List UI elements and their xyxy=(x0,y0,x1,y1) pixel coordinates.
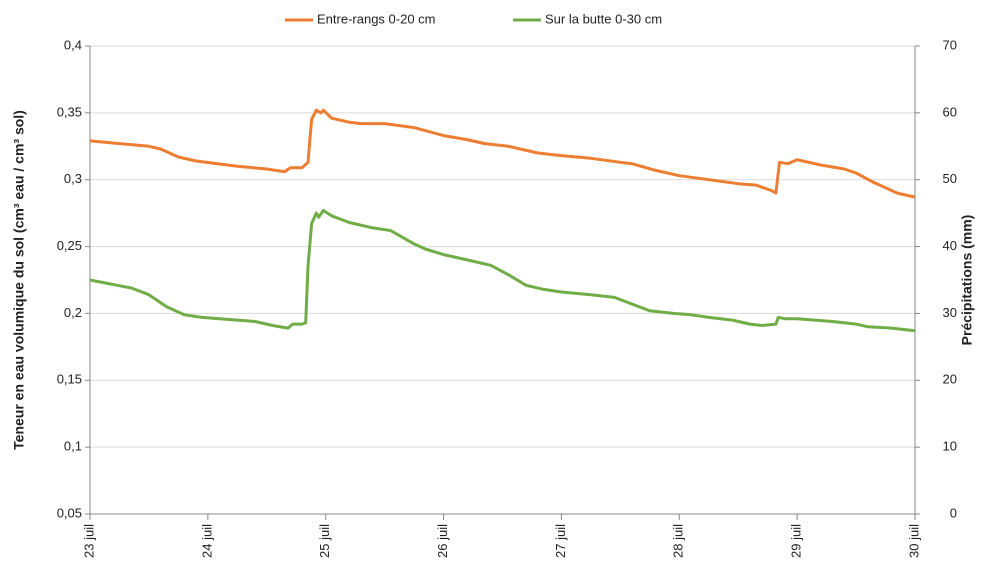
legend-label: Sur la butte 0-30 cm xyxy=(545,11,662,26)
y2-tick-label: 70 xyxy=(943,37,957,52)
y-tick-label: 0,3 xyxy=(64,171,82,186)
y2-tick-label: 20 xyxy=(943,372,957,387)
y2-tick-label: 50 xyxy=(943,171,957,186)
y2-axis-title: Précipitations (mm) xyxy=(959,215,975,346)
y2-tick-label: 60 xyxy=(943,104,957,119)
y-tick-label: 0,15 xyxy=(57,372,82,387)
series-line xyxy=(89,108,916,199)
y2-tick-label: 30 xyxy=(943,305,957,320)
x-tick-label: 27 juil xyxy=(553,524,568,558)
y-tick-label: 0,4 xyxy=(64,37,82,52)
x-tick-label: 29 juil xyxy=(789,524,804,558)
y2-tick-label: 10 xyxy=(943,439,957,454)
x-tick-label: 24 juil xyxy=(199,524,214,558)
y-tick-label: 0,35 xyxy=(57,104,82,119)
y2-tick-label: 0 xyxy=(950,505,957,520)
x-tick-label: 25 juil xyxy=(317,524,332,558)
x-tick-label: 28 juil xyxy=(671,524,686,558)
x-tick-label: 30 juil xyxy=(906,524,921,558)
y-axis-title: Teneur en eau volumique du sol (cm³ eau … xyxy=(11,110,27,450)
legend-label: Entre-rangs 0-20 cm xyxy=(317,11,436,26)
x-tick-label: 26 juil xyxy=(435,524,450,558)
y-tick-label: 0,2 xyxy=(64,305,82,320)
y2-tick-label: 40 xyxy=(943,238,957,253)
y-tick-label: 0,05 xyxy=(57,505,82,520)
y-tick-label: 0,1 xyxy=(64,439,82,454)
series-line xyxy=(89,209,916,333)
x-tick-label: 23 juil xyxy=(81,524,96,558)
y-tick-label: 0,25 xyxy=(57,238,82,253)
